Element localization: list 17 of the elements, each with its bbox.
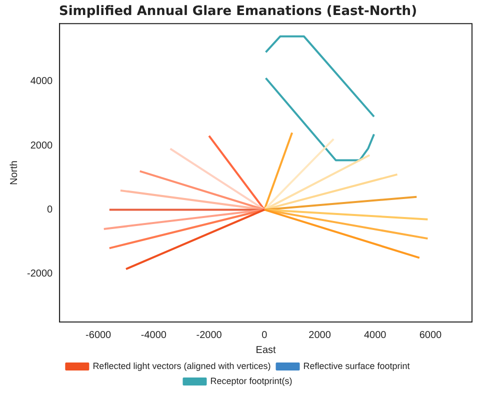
x-tick-label: -6000 bbox=[86, 330, 112, 341]
y-tick-label: 0 bbox=[47, 204, 54, 216]
x-tick-label: 6000 bbox=[419, 330, 442, 341]
chart-title: Simplified Annual Glare Emanations (East-North) bbox=[58, 4, 418, 20]
legend-label: Receptor footprint(s) bbox=[210, 376, 292, 386]
y-tick-label: 4000 bbox=[30, 76, 54, 88]
x-tick-label: -4000 bbox=[140, 330, 167, 341]
y-tick-label: 2000 bbox=[30, 140, 54, 152]
x-tick-label: 4000 bbox=[364, 330, 387, 341]
y-tick-label: -2000 bbox=[27, 268, 54, 280]
legend-label: Reflected light vectors (aligned with vertices) bbox=[92, 360, 271, 371]
legend-label: Reflective surface footprint bbox=[303, 360, 410, 371]
x-tick-label: -2000 bbox=[196, 330, 222, 341]
y-axis-title: North bbox=[8, 160, 20, 186]
x-tick-label: 0 bbox=[262, 330, 268, 341]
x-tick-label: 2000 bbox=[308, 330, 332, 341]
x-axis-title: East bbox=[256, 344, 276, 356]
